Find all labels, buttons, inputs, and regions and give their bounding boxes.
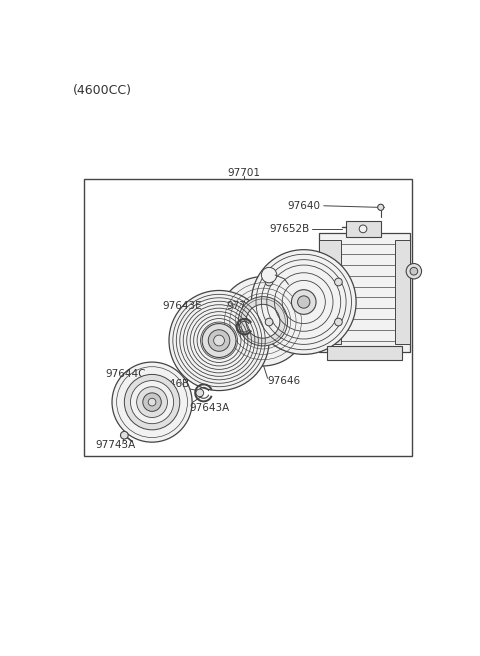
Circle shape	[169, 291, 269, 390]
Bar	[319, 240, 341, 344]
Circle shape	[120, 432, 128, 439]
Circle shape	[410, 268, 418, 275]
Bar	[319, 233, 410, 352]
Text: 97643E: 97643E	[163, 301, 202, 311]
Circle shape	[335, 278, 342, 286]
Circle shape	[238, 297, 288, 346]
Circle shape	[265, 278, 273, 286]
Circle shape	[202, 323, 236, 358]
Circle shape	[359, 225, 367, 233]
Circle shape	[137, 387, 168, 417]
Circle shape	[148, 398, 156, 406]
Text: 97643A: 97643A	[190, 403, 230, 413]
Text: 97743A: 97743A	[95, 440, 135, 450]
Circle shape	[298, 296, 310, 308]
Circle shape	[131, 380, 174, 424]
Text: 97646: 97646	[267, 377, 300, 386]
Circle shape	[196, 389, 204, 397]
Circle shape	[265, 318, 273, 326]
Text: 97652B: 97652B	[269, 224, 309, 234]
Circle shape	[218, 277, 308, 366]
Bar	[346, 221, 381, 237]
Circle shape	[214, 335, 225, 346]
Text: (4600CC): (4600CC)	[73, 84, 132, 97]
Bar	[327, 346, 402, 359]
Circle shape	[378, 204, 384, 211]
Circle shape	[143, 393, 161, 411]
Bar	[395, 240, 410, 344]
Circle shape	[335, 318, 342, 326]
Text: 97701: 97701	[227, 168, 260, 178]
Text: 97644C: 97644C	[105, 369, 145, 379]
Bar	[84, 179, 411, 456]
Text: 97640: 97640	[288, 201, 321, 211]
Circle shape	[112, 362, 192, 442]
Circle shape	[124, 375, 180, 430]
Text: 97711B: 97711B	[227, 301, 267, 311]
Text: 97646B: 97646B	[149, 379, 189, 388]
Circle shape	[246, 304, 280, 338]
Circle shape	[208, 330, 230, 352]
Circle shape	[262, 268, 277, 283]
Circle shape	[252, 250, 356, 354]
Circle shape	[291, 290, 316, 314]
Circle shape	[406, 264, 421, 279]
